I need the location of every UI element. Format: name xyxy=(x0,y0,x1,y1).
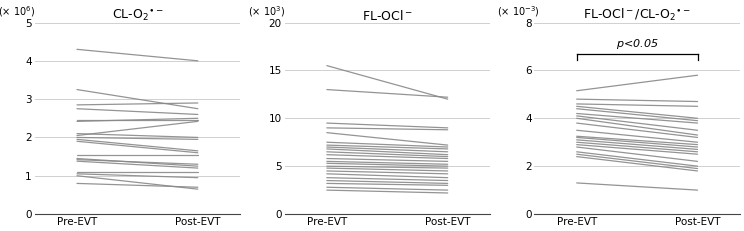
Title: FL-OCl$^-$: FL-OCl$^-$ xyxy=(362,9,413,23)
Title: FL-OCl$^-$/CL-O$_2$$^{\bullet-}$: FL-OCl$^-$/CL-O$_2$$^{\bullet-}$ xyxy=(583,6,691,23)
Title: CL-O$_2$$^{\bullet-}$: CL-O$_2$$^{\bullet-}$ xyxy=(112,7,163,23)
Text: (× 10$^3$): (× 10$^3$) xyxy=(248,4,285,19)
Text: (× 10$^6$): (× 10$^6$) xyxy=(0,4,35,19)
Text: $p$<0.05: $p$<0.05 xyxy=(616,37,658,51)
Text: (× 10$^{-3}$): (× 10$^{-3}$) xyxy=(498,4,540,19)
